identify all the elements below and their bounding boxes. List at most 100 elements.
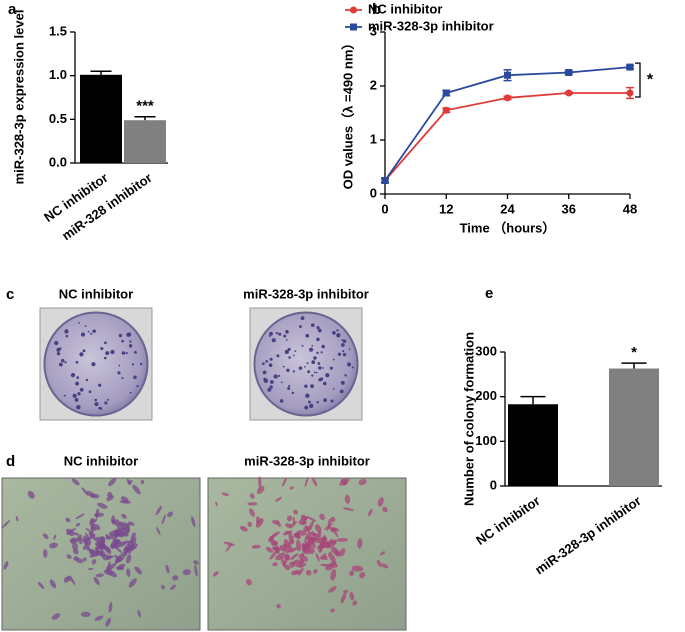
colony: [311, 344, 314, 347]
colony: [311, 360, 316, 364]
cell: [65, 517, 71, 523]
y-tick-label: 1: [370, 131, 377, 146]
cell: [296, 560, 304, 568]
cell: [126, 478, 131, 486]
cell: [352, 600, 358, 606]
colony: [94, 398, 98, 402]
colony: [285, 329, 289, 334]
colony: [339, 389, 344, 394]
cell: [95, 573, 104, 578]
cell: [111, 519, 119, 524]
colony: [275, 332, 279, 335]
colony: [268, 363, 273, 367]
colony: [323, 398, 327, 403]
colony: [76, 405, 81, 410]
cell: [289, 539, 295, 545]
legend-label: miR-328-3p inhibitor: [368, 18, 494, 33]
colony: [284, 349, 289, 355]
colony: [321, 367, 324, 369]
colony: [309, 403, 314, 409]
cell: [94, 546, 100, 555]
colony: [134, 350, 137, 354]
cell: [327, 551, 332, 557]
cell: [311, 530, 315, 537]
cell: [118, 539, 122, 545]
legend-label: NC inhibitor: [368, 1, 442, 16]
cell: [285, 523, 292, 528]
cell: [301, 515, 309, 526]
bar: [508, 404, 558, 486]
y-tick-label: 1.5: [49, 23, 67, 38]
colony: [105, 351, 110, 356]
cell: [3, 561, 9, 570]
colony: [315, 371, 318, 374]
cell: [42, 549, 48, 558]
colony: [286, 368, 290, 373]
y-tick-label: 1.0: [49, 67, 67, 82]
cell: [289, 486, 295, 490]
cell: [130, 532, 136, 541]
colony: [74, 397, 79, 402]
cell: [126, 568, 131, 578]
cell: [75, 558, 84, 564]
cell: [66, 554, 72, 560]
colony: [136, 384, 139, 388]
image-title: miR-328-3p inhibitor: [243, 286, 369, 301]
cell: [313, 533, 318, 538]
cell: [78, 537, 83, 545]
cell: [100, 551, 103, 557]
point: [442, 89, 450, 97]
colony: [269, 380, 274, 384]
cell: [223, 541, 235, 547]
cell: [91, 559, 97, 565]
cell: [298, 554, 308, 562]
colony: [306, 362, 309, 365]
cell: [106, 555, 113, 560]
cell: [367, 508, 373, 517]
cell: [247, 521, 252, 528]
cell: [82, 535, 89, 546]
cell: [379, 551, 386, 556]
cell: [100, 541, 105, 546]
cell: [272, 520, 279, 525]
colony: [64, 361, 67, 364]
cell: [329, 527, 340, 532]
colony: [287, 387, 291, 390]
cell: [85, 528, 90, 532]
cell: [74, 534, 82, 544]
colony: [79, 352, 84, 357]
cell: [328, 586, 337, 593]
colony: [121, 339, 124, 343]
colony: [332, 331, 336, 335]
colony-dish-photo: [249, 307, 363, 421]
image-title: miR-328-3p inhibitor: [244, 453, 370, 468]
colony: [98, 383, 102, 387]
colony: [269, 357, 273, 361]
cell: [251, 544, 261, 549]
cell: [286, 515, 293, 522]
colony: [63, 394, 66, 397]
colony: [316, 401, 319, 404]
colony: [54, 340, 59, 346]
colony: [317, 362, 321, 365]
cell: [290, 553, 299, 560]
image-title: NC inhibitor: [59, 286, 133, 301]
colony: [337, 352, 342, 356]
cell: [247, 502, 258, 506]
colony: [292, 370, 295, 373]
cell: [306, 536, 315, 541]
cell: [298, 563, 307, 568]
colony: [342, 350, 345, 353]
cell: [358, 478, 367, 486]
cell: [305, 525, 311, 534]
cell: [301, 543, 306, 548]
cell: [115, 566, 125, 571]
cell: [305, 569, 312, 576]
colony: [70, 372, 76, 378]
y-axis-label: Number of colony formation: [461, 332, 476, 506]
cell: [66, 528, 77, 535]
point: [504, 71, 511, 79]
cell: [108, 477, 117, 487]
colony: [269, 331, 273, 336]
cell: [376, 559, 382, 568]
